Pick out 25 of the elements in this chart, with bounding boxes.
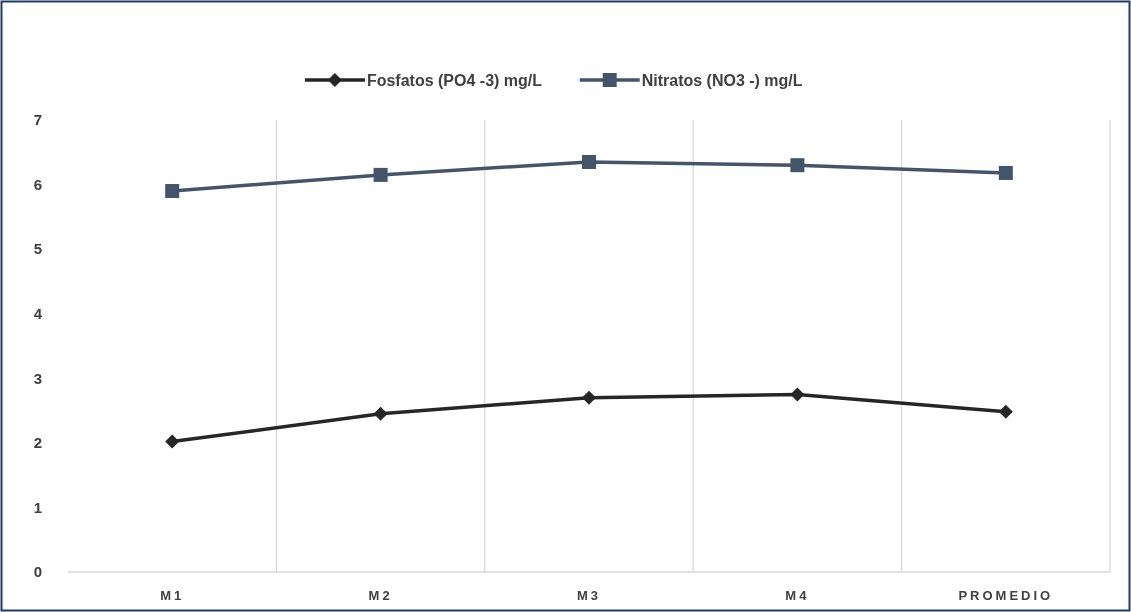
- x-tick-label: M2: [368, 588, 393, 603]
- legend-label: Fosfatos (PO4 -3) mg/L: [366, 71, 543, 89]
- y-tick-label: 6: [33, 175, 42, 193]
- y-tick-label: 4: [33, 304, 43, 322]
- y-tick-label: 1: [33, 498, 42, 516]
- point: [165, 184, 180, 199]
- x-tick-label: M3: [576, 588, 602, 603]
- x-tick-label: M1: [160, 588, 185, 603]
- legend-label: Nitratos (NO3 -) mg/L: [641, 71, 803, 89]
- point: [998, 165, 1013, 180]
- point: [790, 158, 805, 173]
- y-tick-label: 7: [33, 111, 42, 129]
- point: [373, 406, 388, 421]
- y-tick-label: 3: [33, 369, 42, 387]
- point: [790, 387, 805, 402]
- point: [998, 404, 1013, 419]
- x-tick-label: M4: [785, 588, 810, 603]
- point: [582, 154, 596, 169]
- point: [373, 167, 388, 182]
- x-tick-label: PROMEDIO: [958, 588, 1054, 603]
- point: [165, 434, 180, 449]
- y-tick-label: 5: [33, 240, 42, 258]
- y-tick-label: 2: [33, 434, 42, 452]
- point: [582, 390, 596, 405]
- y-tick-label: 0: [33, 563, 42, 581]
